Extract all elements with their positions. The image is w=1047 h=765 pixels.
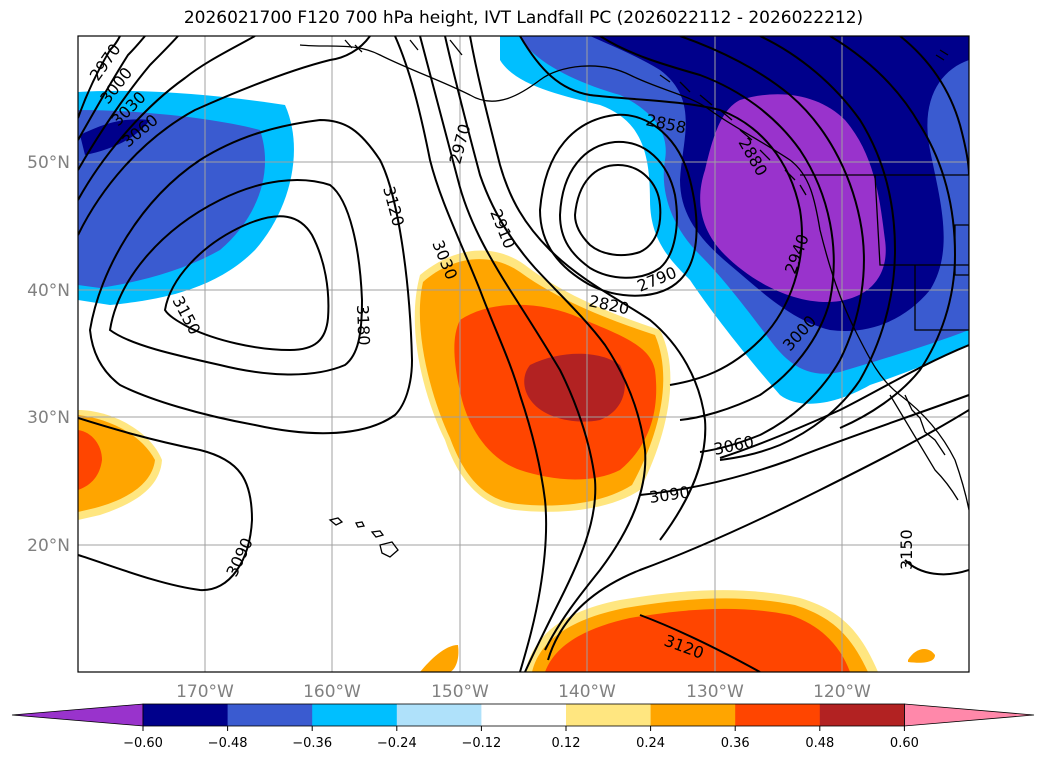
longitude-labels: 170°W 160°W 150°W 140°W 130°W 120°W bbox=[176, 682, 871, 702]
gridlines bbox=[78, 36, 969, 672]
colorbar-swatch bbox=[735, 704, 821, 726]
latitude-label: 20°N bbox=[27, 536, 70, 556]
longitude-label: 150°W bbox=[431, 682, 489, 702]
colorbar-tick-label: −0.60 bbox=[123, 736, 163, 751]
contour-label: 3150 bbox=[897, 529, 916, 570]
colorbar-swatch bbox=[396, 704, 482, 726]
colorbar-swatch bbox=[650, 704, 736, 726]
map-area: 2970 3000 3030 3060 3120 3150 3180 2970 … bbox=[78, 36, 969, 672]
height-contours bbox=[78, 36, 969, 672]
contour-label: 3180 bbox=[353, 304, 373, 345]
colorbar-tick-label: 0.48 bbox=[805, 736, 834, 751]
colorbar-swatch bbox=[312, 704, 398, 726]
latitude-label: 30°N bbox=[27, 408, 70, 428]
colorbar-tick-label: 0.12 bbox=[552, 736, 581, 751]
longitude-label: 170°W bbox=[176, 682, 234, 702]
latitude-label: 40°N bbox=[27, 281, 70, 301]
longitude-label: 120°W bbox=[813, 682, 871, 702]
longitude-label: 140°W bbox=[558, 682, 616, 702]
colorbar-tick-label: −0.12 bbox=[461, 736, 501, 751]
colorbar-swatch bbox=[819, 704, 905, 726]
latitude-labels: 20°N 30°N 40°N 50°N bbox=[27, 153, 70, 556]
colorbar-swatch bbox=[227, 704, 313, 726]
colorbar-tick-label: −0.36 bbox=[292, 736, 332, 751]
colorbar-frame bbox=[142, 703, 905, 727]
colorbar-extend-high bbox=[904, 703, 1035, 727]
colorbar-swatch bbox=[481, 704, 567, 726]
longitude-label: 160°W bbox=[303, 682, 361, 702]
latitude-label: 50°N bbox=[27, 153, 70, 173]
colorbar-swatch bbox=[143, 704, 229, 726]
colorbar-tick-label: −0.24 bbox=[377, 736, 417, 751]
colorbar-swatch bbox=[566, 704, 652, 726]
colorbar-tick-label: −0.48 bbox=[208, 736, 248, 751]
map-frame bbox=[77, 35, 970, 673]
chart-title: 2026021700 F120 700 hPa height, IVT Land… bbox=[183, 8, 864, 28]
colorbar-extend-low bbox=[11, 703, 144, 727]
colorbar-tick-label: 0.24 bbox=[636, 736, 665, 751]
longitude-label: 130°W bbox=[686, 682, 744, 702]
colorbar-tick-label: 0.60 bbox=[890, 736, 919, 751]
colorbar-tick-label: 0.36 bbox=[721, 736, 750, 751]
colorbar: −0.60 −0.48 −0.36 −0.24 −0.12 0.12 0.24 0.36 0.4… bbox=[11, 703, 1035, 751]
